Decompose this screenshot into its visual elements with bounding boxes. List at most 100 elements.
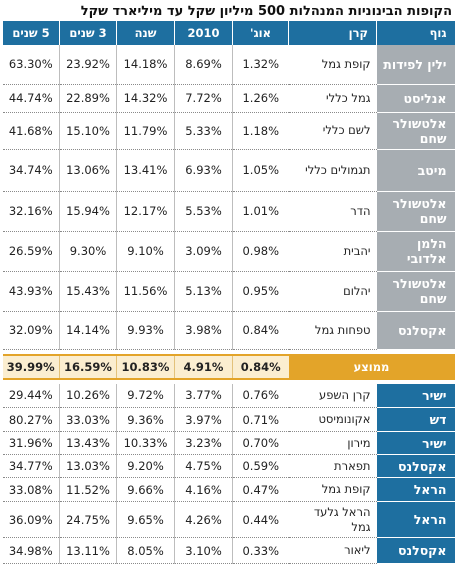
cell-group: הראל	[376, 501, 455, 538]
cell-3-years: 15.43%	[59, 271, 117, 312]
header-aug: אוג'	[232, 21, 289, 45]
cell-fund: הדר	[288, 191, 377, 232]
cell-2010: 8.69%	[174, 45, 233, 85]
average-aug: 0.84%	[232, 353, 289, 380]
cell-fund: קופת גמל	[288, 477, 377, 502]
cell-group: מיטב	[376, 149, 455, 192]
cell-year: 14.18%	[116, 45, 175, 85]
table-row: אנליסט גמל כללי 1.26% 7.72% 14.32% 22.89% 44.7…	[2, 84, 455, 113]
cell-year: 11.79%	[116, 112, 175, 150]
cell-fund: מירון	[288, 431, 377, 455]
cell-year: 8.05%	[116, 537, 175, 564]
cell-year: 9.20%	[116, 454, 175, 478]
cell-aug: 0.59%	[232, 454, 289, 478]
cell-aug: 1.32%	[232, 45, 289, 85]
table-row: מיטב תגמולים כללי 1.05% 6.93% 13.41% 13.06% 34…	[2, 149, 455, 192]
cell-aug: 0.76%	[232, 383, 289, 408]
table-row: אקסלנס תפארת 0.59% 4.75% 9.20% 13.03% 34.77%	[2, 454, 455, 478]
cell-fund: תגמולים כללי	[288, 149, 377, 192]
cell-aug: 0.47%	[232, 477, 289, 502]
table-row: הלמן אלדובי יהבית 0.98% 3.09% 9.10% 9.30% 26.5…	[2, 231, 455, 272]
cell-year: 14.32%	[116, 84, 175, 113]
cell-3-years: 14.14%	[59, 311, 117, 350]
cell-3-years: 13.43%	[59, 431, 117, 455]
cell-fund: טפחות גמל	[288, 311, 377, 350]
cell-year: 9.36%	[116, 407, 175, 432]
cell-group: אקסלנס	[376, 537, 455, 564]
cell-year: 11.56%	[116, 271, 175, 312]
cell-5-years: 32.16%	[2, 191, 60, 232]
cell-fund: גמל כללי	[288, 84, 377, 113]
table-row: דש אקונומיסט 0.71% 3.97% 9.36% 33.03% 80.27%	[2, 407, 455, 432]
cell-group: הראל	[376, 477, 455, 502]
cell-group: אלטשולר שחם	[376, 112, 455, 150]
average-label: ממוצע	[288, 353, 455, 380]
header-year: שנה	[116, 21, 175, 45]
cell-3-years: 11.52%	[59, 477, 117, 502]
header-2010: 2010	[174, 21, 233, 45]
cell-year: 13.41%	[116, 149, 175, 192]
cell-5-years: 33.08%	[2, 477, 60, 502]
average-5-years: 39.99%	[2, 353, 60, 380]
cell-group: ישיר	[376, 431, 455, 455]
table-row: ישיר קרן השפע 0.76% 3.77% 9.72% 10.26% 29.44%	[2, 383, 455, 408]
cell-5-years: 36.09%	[2, 501, 60, 538]
cell-fund: תפארת	[288, 454, 377, 478]
cell-2010: 5.33%	[174, 112, 233, 150]
cell-5-years: 80.27%	[2, 407, 60, 432]
table-row: אלטשולר שחם הדר 1.01% 5.53% 12.17% 15.94% 32.1…	[2, 191, 455, 232]
cell-aug: 0.98%	[232, 231, 289, 272]
returns-table: גוף קרן אוג' 2010 שנה 3 שנים 5 שנים ילין…	[2, 21, 455, 564]
cell-3-years: 33.03%	[59, 407, 117, 432]
cell-3-years: 13.11%	[59, 537, 117, 564]
cell-3-years: 23.92%	[59, 45, 117, 85]
cell-3-years: 13.06%	[59, 149, 117, 192]
page-title: הקופות הבינוניות המנהלות 500 מיליון שקל …	[80, 4, 452, 19]
cell-3-years: 9.30%	[59, 231, 117, 272]
cell-group: אקסלנס	[376, 311, 455, 350]
cell-aug: 1.05%	[232, 149, 289, 192]
cell-2010: 4.75%	[174, 454, 233, 478]
cell-fund: אקונומיסט	[288, 407, 377, 432]
cell-group: ישיר	[376, 383, 455, 408]
header-5-years: 5 שנים	[2, 21, 60, 45]
average-3-years: 16.59%	[59, 353, 117, 380]
table-row: הראל קופת גמל 0.47% 4.16% 9.66% 11.52% 33.08%	[2, 477, 455, 502]
table-row: אלטשולר שחם לשם כללי 1.18% 5.33% 11.79% 15.10…	[2, 112, 455, 150]
cell-3-years: 24.75%	[59, 501, 117, 538]
cell-2010: 3.23%	[174, 431, 233, 455]
table-body-bottom: ישיר קרן השפע 0.76% 3.77% 9.72% 10.26% 29.44% ד…	[2, 383, 455, 564]
cell-aug: 0.71%	[232, 407, 289, 432]
cell-5-years: 63.30%	[2, 45, 60, 85]
cell-5-years: 41.68%	[2, 112, 60, 150]
header-fund: קרן	[288, 21, 377, 45]
cell-5-years: 34.98%	[2, 537, 60, 564]
cell-fund: קופת גמל	[288, 45, 377, 85]
header-group: גוף	[376, 21, 455, 45]
cell-fund: הראל גלעד גמל	[288, 501, 377, 538]
cell-group: אלטשולר שחם	[376, 191, 455, 232]
cell-2010: 4.16%	[174, 477, 233, 502]
cell-2010: 3.97%	[174, 407, 233, 432]
cell-group: אנליסט	[376, 84, 455, 113]
cell-fund: ליאור	[288, 537, 377, 564]
cell-year: 10.33%	[116, 431, 175, 455]
table-row: הראל הראל גלעד גמל 0.44% 4.26% 9.65% 24.75% 36…	[2, 501, 455, 538]
cell-year: 12.17%	[116, 191, 175, 232]
table-row: אקסלנס טפחות גמל 0.84% 3.98% 9.93% 14.14% 32.0…	[2, 311, 455, 350]
cell-fund: יהבית	[288, 231, 377, 272]
cell-year: 9.72%	[116, 383, 175, 408]
cell-5-years: 31.96%	[2, 431, 60, 455]
cell-year: 9.65%	[116, 501, 175, 538]
cell-group: אקסלנס	[376, 454, 455, 478]
cell-2010: 3.77%	[174, 383, 233, 408]
average-row: ממוצע 0.84% 4.91% 10.83% 16.59% 39.99%	[2, 353, 455, 380]
cell-fund: לשם כללי	[288, 112, 377, 150]
table-row: אלטשולר שחם יהלום 0.95% 5.13% 11.56% 15.43% 43…	[2, 271, 455, 312]
cell-aug: 0.33%	[232, 537, 289, 564]
cell-5-years: 34.77%	[2, 454, 60, 478]
cell-2010: 7.72%	[174, 84, 233, 113]
table-row: ילין לפידות קופת גמל 1.32% 8.69% 14.18% 23.92…	[2, 45, 455, 85]
average-2010: 4.91%	[174, 353, 233, 380]
